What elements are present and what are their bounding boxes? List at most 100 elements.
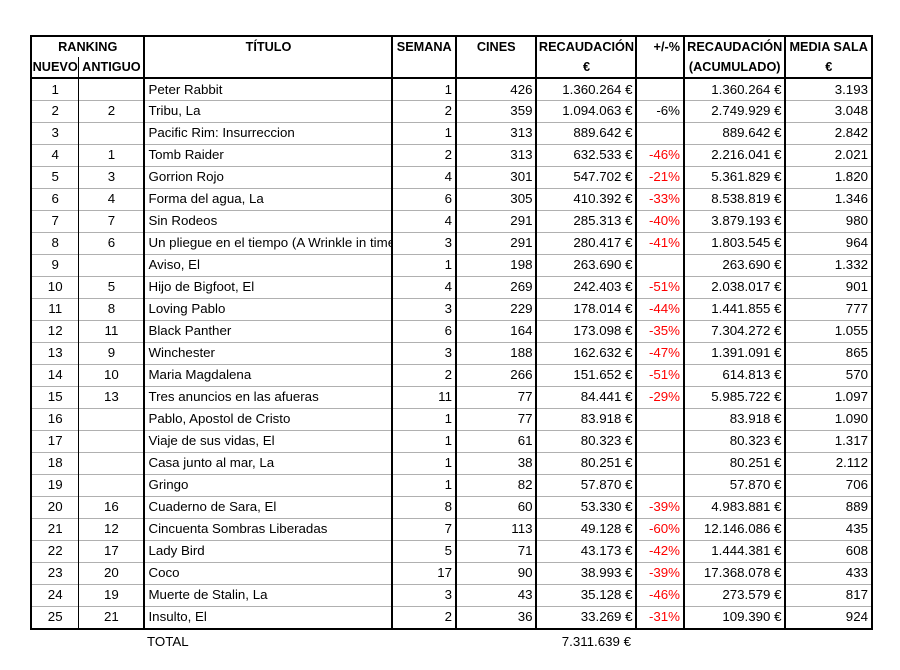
cell-semana: 7 bbox=[392, 518, 457, 540]
cell-ranking-nuevo: 10 bbox=[31, 276, 80, 298]
cell-ranking-nuevo: 24 bbox=[31, 584, 80, 606]
cell-cines: 313 bbox=[455, 144, 538, 166]
cell-recaudacion: 151.652 € bbox=[536, 364, 638, 386]
table-row: 24 19 Muerte de Stalin, La 3 43 35.128 €… bbox=[31, 584, 872, 606]
cell-acumulado: 1.360.264 € bbox=[683, 78, 787, 100]
cell-acumulado: 57.870 € bbox=[683, 474, 787, 496]
cell-ranking-nuevo: 19 bbox=[31, 474, 80, 496]
cell-semana: 3 bbox=[392, 298, 457, 320]
cell-recaudacion: 35.128 € bbox=[536, 584, 638, 606]
cell-pct: -6% bbox=[636, 100, 685, 122]
cell-acumulado: 263.690 € bbox=[683, 254, 787, 276]
cell-titulo: Cincuenta Sombras Liberadas bbox=[144, 518, 394, 540]
table-row: 19 Gringo 1 82 57.870 € 57.870 € 706 bbox=[31, 474, 872, 496]
cell-ranking-antiguo: 3 bbox=[78, 166, 146, 188]
cell-cines: 38 bbox=[455, 452, 538, 474]
cell-pct: -39% bbox=[636, 562, 685, 584]
cell-cines: 61 bbox=[455, 430, 538, 452]
table-row: 7 7 Sin Rodeos 4 291 285.313 € -40% 3.87… bbox=[31, 210, 872, 232]
cell-media-sala: 1.097 bbox=[785, 386, 872, 408]
cell-ranking-antiguo bbox=[78, 122, 146, 144]
cell-pct: -41% bbox=[636, 232, 685, 254]
cell-pct bbox=[636, 408, 685, 430]
cell-titulo: Tomb Raider bbox=[144, 144, 394, 166]
cell-semana: 3 bbox=[392, 342, 457, 364]
cell-recaudacion: 49.128 € bbox=[536, 518, 638, 540]
cell-media-sala: 433 bbox=[785, 562, 872, 584]
cell-pct: -33% bbox=[636, 188, 685, 210]
cell-recaudacion: 1.094.063 € bbox=[536, 100, 638, 122]
cell-semana: 1 bbox=[392, 78, 457, 100]
cell-recaudacion: 173.098 € bbox=[536, 320, 638, 342]
cell-titulo: Muerte de Stalin, La bbox=[144, 584, 394, 606]
cell-acumulado: 12.146.086 € bbox=[683, 518, 787, 540]
cell-semana: 2 bbox=[392, 606, 457, 629]
cell-acumulado: 8.538.819 € bbox=[683, 188, 787, 210]
table-row: 5 3 Gorrion Rojo 4 301 547.702 € -21% 5.… bbox=[31, 166, 872, 188]
header-recaudacion-line1: RECAUDACIÓN bbox=[538, 40, 635, 54]
table-row: 10 5 Hijo de Bigfoot, El 4 269 242.403 €… bbox=[31, 276, 872, 298]
cell-ranking-antiguo: 17 bbox=[78, 540, 146, 562]
cell-ranking-nuevo: 4 bbox=[31, 144, 80, 166]
table-row: 4 1 Tomb Raider 2 313 632.533 € -46% 2.2… bbox=[31, 144, 872, 166]
cell-ranking-nuevo: 20 bbox=[31, 496, 80, 518]
header-titulo: TÍTULO bbox=[144, 36, 394, 79]
cell-ranking-nuevo: 17 bbox=[31, 430, 80, 452]
cell-media-sala: 706 bbox=[785, 474, 872, 496]
cell-pct: -46% bbox=[636, 144, 685, 166]
header-recaudacion: RECAUDACIÓN € bbox=[536, 36, 638, 79]
cell-cines: 305 bbox=[455, 188, 538, 210]
cell-recaudacion: 83.918 € bbox=[536, 408, 638, 430]
cell-semana: 1 bbox=[392, 122, 457, 144]
cell-ranking-nuevo: 25 bbox=[31, 606, 80, 629]
cell-pct: -47% bbox=[636, 342, 685, 364]
cell-ranking-antiguo: 8 bbox=[78, 298, 146, 320]
cell-media-sala: 435 bbox=[785, 518, 872, 540]
cell-cines: 36 bbox=[455, 606, 538, 629]
header-media-sala-line2: € bbox=[825, 60, 833, 74]
table-row: 13 9 Winchester 3 188 162.632 € -47% 1.3… bbox=[31, 342, 872, 364]
cell-titulo: Aviso, El bbox=[144, 254, 394, 276]
cell-pct bbox=[636, 122, 685, 144]
cell-ranking-antiguo bbox=[78, 78, 146, 100]
cell-titulo: Pacific Rim: Insurreccion bbox=[144, 122, 394, 144]
cell-acumulado: 17.368.078 € bbox=[683, 562, 787, 584]
cell-ranking-nuevo: 7 bbox=[31, 210, 80, 232]
cell-titulo: Black Panther bbox=[144, 320, 394, 342]
cell-media-sala: 2.112 bbox=[785, 452, 872, 474]
cell-ranking-antiguo bbox=[78, 474, 146, 496]
cell-recaudacion: 632.533 € bbox=[536, 144, 638, 166]
cell-ranking-nuevo: 11 bbox=[31, 298, 80, 320]
cell-media-sala: 865 bbox=[785, 342, 872, 364]
header-nuevo: NUEVO bbox=[31, 57, 80, 79]
cell-media-sala: 777 bbox=[785, 298, 872, 320]
header-semana: SEMANA bbox=[392, 36, 457, 79]
cell-media-sala: 3.193 bbox=[834, 82, 868, 97]
cell-recaudacion: 80.251 € bbox=[536, 452, 638, 474]
cell-ranking-antiguo: 16 bbox=[78, 496, 146, 518]
cell-acumulado: 7.304.272 € bbox=[683, 320, 787, 342]
cell-acumulado: 1.441.855 € bbox=[683, 298, 787, 320]
cell-ranking-nuevo: 16 bbox=[31, 408, 80, 430]
cell-semana: 2 bbox=[392, 364, 457, 386]
table-body: 1 Peter Rabbit 1 426 1.360.264 € 1.360.2… bbox=[31, 78, 872, 629]
cell-media-sala: 1.090 bbox=[785, 408, 872, 430]
table-row: 6 4 Forma del agua, La 6 305 410.392 € -… bbox=[31, 188, 872, 210]
header-media-sala: MEDIA SALA € bbox=[785, 36, 872, 79]
cell-media-sala: 1.317 bbox=[785, 430, 872, 452]
cell-ranking-nuevo: 5 bbox=[31, 166, 80, 188]
total-value: 7.311.639 € bbox=[561, 634, 631, 649]
cell-ranking-nuevo: 2 bbox=[31, 100, 80, 122]
cell-cines: 301 bbox=[455, 166, 538, 188]
cell-titulo: Un pliegue en el tiempo (A Wrinkle in ti… bbox=[144, 232, 394, 254]
table-row: 12 11 Black Panther 6 164 173.098 € -35%… bbox=[31, 320, 872, 342]
cell-ranking-antiguo: 12 bbox=[78, 518, 146, 540]
cell-ranking-antiguo: 1 bbox=[78, 144, 146, 166]
cell-acumulado: 1.803.545 € bbox=[683, 232, 787, 254]
cell-semana: 1 bbox=[392, 430, 457, 452]
table-row: 1 Peter Rabbit 1 426 1.360.264 € 1.360.2… bbox=[31, 78, 872, 100]
cell-ranking-nuevo: 1 bbox=[31, 78, 80, 100]
cell-media-sala: 1.346 bbox=[785, 188, 872, 210]
cell-media-sala: 608 bbox=[785, 540, 872, 562]
cell-semana: 3 bbox=[392, 232, 457, 254]
